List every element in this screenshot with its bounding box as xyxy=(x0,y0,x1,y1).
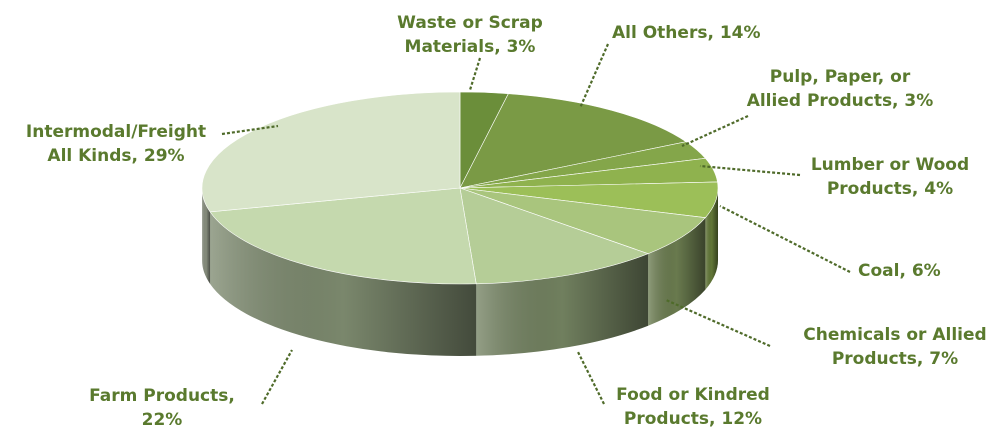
slice-label-lumber-or-wood-products: Lumber or Wood Products, 4% xyxy=(811,155,969,199)
leader-line-all-others xyxy=(578,43,610,109)
slice-label-pulp-paper-or-allied-products: Pulp, Paper, or Allied Products, 3% xyxy=(747,67,934,111)
slice-label-line: Waste or Scrap xyxy=(397,13,543,33)
slice-label-line: Lumber or Wood xyxy=(811,155,969,175)
slice-chemicals-or-allied-products xyxy=(459,187,706,255)
leader-line-lumber-or-wood-products xyxy=(699,164,801,177)
leader-line-farm-products xyxy=(261,349,293,405)
pie-top-slices xyxy=(201,91,719,285)
slice-label-intermodal-freight-all-kinds: Intermodal/Freight All Kinds, 29% xyxy=(26,122,206,166)
slice-label-line: Pulp, Paper, or xyxy=(770,67,911,87)
slice-label-line: Allied Products, 3% xyxy=(747,91,934,111)
slice-label-line: All Kinds, 29% xyxy=(47,146,184,166)
slice-label-farm-products: Farm Products, 22% xyxy=(89,386,235,430)
slice-label-coal: Coal, 6% xyxy=(858,261,941,281)
side-wall-shade-farm-products xyxy=(210,211,477,356)
pie-side-walls xyxy=(202,188,718,356)
slice-label-line: Products, 7% xyxy=(832,349,958,369)
leader-line-pulp-paper-or-allied-products xyxy=(681,114,749,148)
side-wall-shade-food-or-kindred-products xyxy=(476,253,649,356)
slice-food-or-kindred-products xyxy=(459,187,649,285)
leader-lines xyxy=(221,43,851,405)
slice-label-chemicals-or-allied-products: Chemicals or Allied Products, 7% xyxy=(803,325,986,369)
leader-line-intermodal-freight-all-kinds xyxy=(221,124,279,136)
slice-labels: Waste or Scrap Materials, 3% All Others, 1… xyxy=(26,13,987,430)
slice-label-line: Coal, 6% xyxy=(858,261,941,281)
side-wall-shade-coal xyxy=(705,188,718,290)
slice-label-all-others: All Others, 14% xyxy=(612,23,761,43)
slice-intermodal-freight-all-kinds xyxy=(201,91,461,213)
slice-label-line: All Others, 14% xyxy=(612,23,761,43)
slice-label-line: Food or Kindred xyxy=(616,385,770,405)
slice-label-line: 22% xyxy=(142,410,183,430)
side-wall-shade-intermodal-freight-all-kinds xyxy=(202,188,211,284)
slice-label-line: Products, 4% xyxy=(827,179,953,199)
slice-farm-products xyxy=(209,187,477,285)
slice-label-food-or-kindred-products: Food or Kindred Products, 12% xyxy=(616,385,770,429)
slice-label-line: Products, 12% xyxy=(624,409,762,429)
slice-label-line: Materials, 3% xyxy=(405,37,536,57)
side-wall-shade-chemicals-or-allied-products xyxy=(648,217,706,326)
leader-line-chemicals-or-allied-products xyxy=(665,298,771,348)
leader-line-coal xyxy=(719,205,851,273)
leader-line-waste-or-scrap-materials xyxy=(468,57,482,91)
slice-label-line: Intermodal/Freight xyxy=(26,122,206,142)
slice-all-others xyxy=(459,93,687,189)
slice-label-line: Farm Products, xyxy=(89,386,235,406)
slice-label-waste-or-scrap-materials: Waste or Scrap Materials, 3% xyxy=(397,13,543,57)
leader-line-food-or-kindred-products xyxy=(577,351,605,405)
slice-label-line: Chemicals or Allied xyxy=(803,325,986,345)
